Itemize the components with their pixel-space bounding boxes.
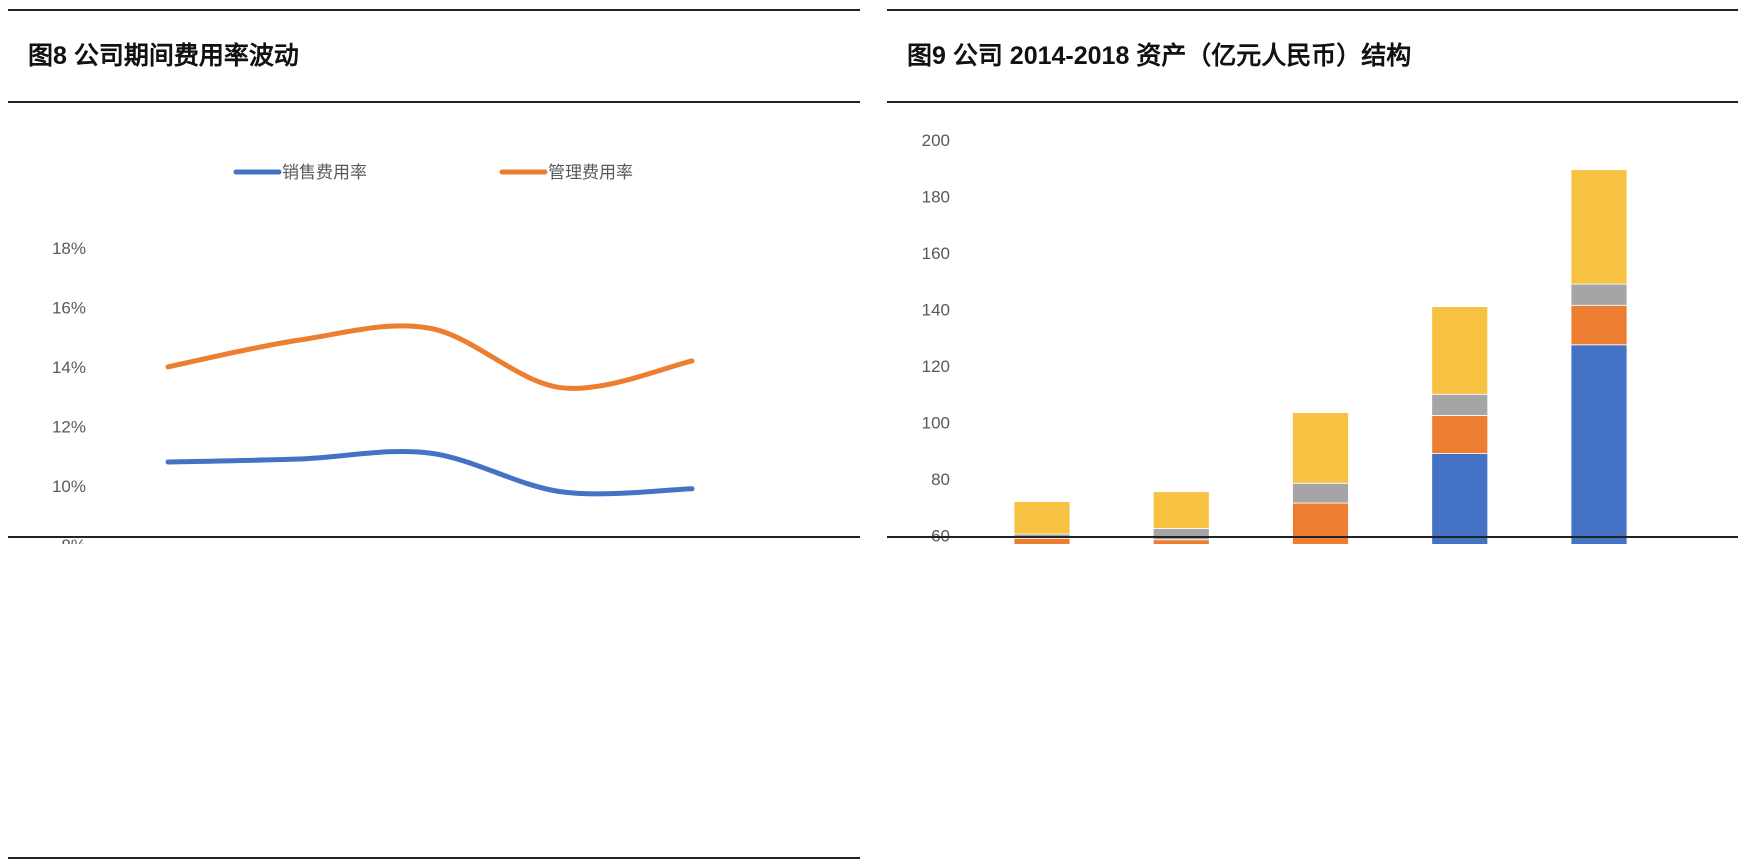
bar-segment-2017-1 <box>1432 454 1488 544</box>
y-tick-label: 180 <box>922 188 950 207</box>
bar-segment-2014-4 <box>1014 502 1070 534</box>
y-tick-label: 12% <box>52 417 86 436</box>
asset-structure-bar-chart: 0204060801001201401601802002014201520162… <box>869 0 1738 544</box>
figure-8-panel: 图8 公司期间费用率波动 0%2%4%6%8%10%12%14%16%18%20… <box>0 0 869 544</box>
y-tick-label: 10% <box>52 477 86 496</box>
y-tick-label: 80 <box>931 470 950 489</box>
series-line-1 <box>168 451 692 493</box>
bottom-rule <box>8 536 860 538</box>
y-tick-label: 100 <box>922 414 950 433</box>
legend-label: 销售费用率 <box>282 163 367 182</box>
bar-segment-2018-4 <box>1571 170 1627 284</box>
bar-segment-2018-3 <box>1571 284 1627 305</box>
bar-segment-2017-4 <box>1432 307 1488 395</box>
bar-segment-2015-2 <box>1153 540 1209 544</box>
bar-segment-2018-2 <box>1571 305 1627 345</box>
y-tick-label: 14% <box>52 358 86 377</box>
bar-segment-2015-4 <box>1153 492 1209 529</box>
series-line-2 <box>168 326 692 389</box>
figure-9-panel: 图9 公司 2014-2018 资产（亿元人民币）结构 020406080100… <box>869 0 1738 544</box>
y-tick-label: 160 <box>922 244 950 263</box>
bar-segment-2018-1 <box>1571 345 1627 544</box>
y-tick-label: 120 <box>922 357 950 376</box>
y-tick-label: 16% <box>52 298 86 317</box>
bar-segment-2017-3 <box>1432 394 1488 415</box>
y-tick-label: 140 <box>922 301 950 320</box>
bar-segment-2016-3 <box>1293 483 1349 503</box>
y-tick-label: 200 <box>922 131 950 150</box>
bar-segment-2014-2 <box>1014 538 1070 544</box>
bar-segment-2015-3 <box>1153 528 1209 539</box>
bar-segment-2017-2 <box>1432 415 1488 453</box>
bar-segment-2016-4 <box>1293 413 1349 484</box>
y-tick-label: 18% <box>52 239 86 258</box>
legend-label: 管理费用率 <box>548 163 633 182</box>
bottom-rule <box>887 536 1738 538</box>
expense-rate-line-chart: 0%2%4%6%8%10%12%14%16%18%201420152016201… <box>0 0 869 544</box>
